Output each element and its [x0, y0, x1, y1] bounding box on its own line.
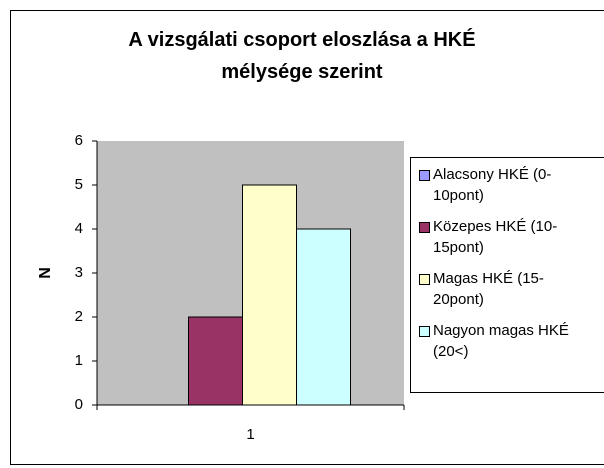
- y-tick-label: 4: [75, 220, 83, 237]
- x-tick-label: 1: [246, 426, 254, 443]
- legend-swatch: [419, 222, 430, 233]
- legend-entry: Alacsony HKÉ (0-10pont): [411, 164, 604, 210]
- bar: [296, 228, 351, 406]
- legend: Alacsony HKÉ (0-10pont) Közepes HKÉ (10-1…: [410, 157, 604, 393]
- legend-label: Nagyon magas HKÉ (20<): [433, 322, 569, 360]
- y-tick-label: 1: [75, 352, 83, 369]
- bar: [242, 184, 297, 406]
- legend-entry: Közepes HKÉ (10-15pont): [411, 216, 604, 262]
- legend-swatch: [419, 274, 430, 285]
- legend-swatch: [419, 326, 430, 337]
- legend-entry: Magas HKÉ (15-20pont): [411, 268, 604, 314]
- y-axis-label: N: [37, 267, 54, 279]
- legend-label: Közepes HKÉ (10-15pont): [433, 218, 558, 256]
- legend-label: Alacsony HKÉ (0-10pont): [433, 166, 552, 204]
- chart-frame: [10, 10, 604, 465]
- y-tick-label: 5: [75, 176, 83, 193]
- y-tick-label: 2: [75, 308, 83, 325]
- legend-entry: Nagyon magas HKÉ (20<): [411, 320, 604, 366]
- y-tick-label: 6: [75, 132, 83, 149]
- bar: [188, 316, 243, 406]
- legend-swatch: [419, 170, 430, 181]
- y-tick-label: 3: [75, 264, 83, 281]
- y-tick-label: 0: [75, 396, 83, 413]
- chart-title: A vizsgálati csoport eloszlása a HKÉ mél…: [128, 29, 476, 83]
- legend-label: Magas HKÉ (15-20pont): [433, 270, 544, 308]
